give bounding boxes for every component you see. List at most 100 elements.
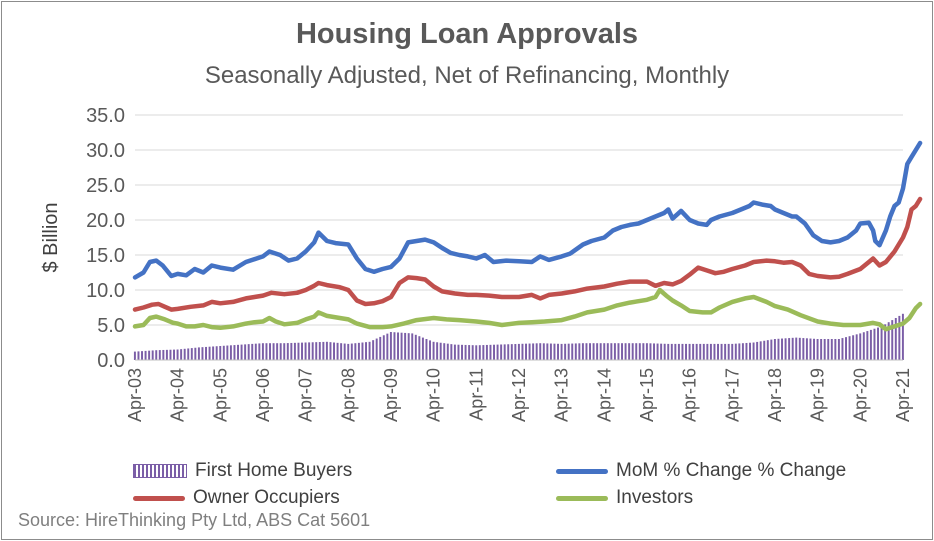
bar-first-home-buyers bbox=[706, 343, 709, 360]
bar-first-home-buyers bbox=[293, 342, 296, 360]
bar-first-home-buyers bbox=[894, 318, 897, 360]
x-tick-label: Apr-21 bbox=[893, 368, 913, 422]
bar-first-home-buyers bbox=[297, 342, 300, 360]
x-tick-label: Apr-12 bbox=[509, 368, 529, 422]
bar-first-home-buyers bbox=[656, 343, 659, 360]
legend-label: First Home Buyers bbox=[195, 460, 353, 481]
y-tick-label: 30.0 bbox=[86, 140, 125, 162]
bar-first-home-buyers bbox=[685, 343, 687, 360]
bar-first-home-buyers bbox=[251, 343, 254, 360]
bar-first-home-buyers bbox=[329, 342, 332, 360]
bar-first-home-buyers bbox=[162, 349, 165, 360]
bar-first-home-buyers bbox=[653, 343, 655, 360]
x-tick-label: Apr-11 bbox=[466, 368, 486, 421]
bar-first-home-buyers bbox=[400, 332, 403, 360]
bar-first-home-buyers bbox=[862, 332, 865, 360]
x-tick-label: Apr-15 bbox=[637, 368, 657, 422]
bar-first-home-buyers bbox=[578, 343, 581, 360]
bar-first-home-buyers bbox=[443, 343, 446, 360]
bar-first-home-buyers bbox=[269, 343, 271, 360]
x-tick-label: Apr-08 bbox=[338, 368, 358, 422]
bar-first-home-buyers bbox=[336, 342, 339, 360]
bar-first-home-buyers bbox=[763, 340, 766, 360]
bar-first-home-buyers bbox=[837, 339, 840, 360]
bar-first-home-buyers bbox=[425, 339, 428, 360]
bar-first-home-buyers bbox=[414, 334, 417, 360]
bar-first-home-buyers bbox=[439, 342, 442, 360]
bar-first-home-buyers bbox=[677, 343, 680, 360]
bar-first-home-buyers bbox=[457, 344, 460, 360]
bar-first-home-buyers bbox=[244, 344, 247, 360]
bar-first-home-buyers bbox=[482, 345, 485, 360]
bar-first-home-buyers bbox=[471, 345, 474, 360]
bar-first-home-buyers bbox=[357, 342, 360, 360]
legend-item-first-home-buyers: First Home Buyers bbox=[133, 460, 352, 482]
bar-first-home-buyers bbox=[628, 343, 631, 360]
bar-first-home-buyers bbox=[286, 343, 289, 360]
bar-first-home-buyers bbox=[617, 343, 620, 360]
bar-first-home-buyers bbox=[254, 343, 257, 360]
bar-first-home-buyers bbox=[642, 343, 645, 360]
bar-first-home-buyers bbox=[272, 343, 275, 360]
bar-first-home-buyers bbox=[517, 343, 520, 360]
bar-first-home-buyers bbox=[802, 338, 805, 360]
bar-first-home-buyers bbox=[820, 339, 823, 360]
bar-first-home-buyers bbox=[670, 343, 673, 360]
bar-first-home-buyers bbox=[315, 342, 318, 360]
bar-first-home-buyers bbox=[535, 343, 538, 360]
bar-first-home-buyers bbox=[567, 343, 570, 360]
bar-first-home-buyers bbox=[649, 343, 652, 360]
x-tick-label: Apr-18 bbox=[765, 368, 785, 422]
bar-first-home-buyers bbox=[325, 341, 328, 360]
legend-swatch-line bbox=[556, 468, 608, 474]
bar-first-home-buyers bbox=[699, 343, 702, 360]
bar-first-home-buyers bbox=[173, 349, 175, 360]
bar-first-home-buyers bbox=[194, 347, 197, 360]
bar-first-home-buyers bbox=[756, 341, 759, 360]
bar-first-home-buyers bbox=[727, 343, 730, 360]
bar-first-home-buyers bbox=[830, 339, 833, 360]
bar-first-home-buyers bbox=[144, 350, 147, 360]
bar-first-home-buyers bbox=[201, 347, 204, 360]
legend-label: MoM % Change % Change bbox=[616, 460, 847, 481]
bar-first-home-buyers bbox=[613, 343, 616, 360]
bar-first-home-buyers bbox=[749, 342, 751, 360]
bar-first-home-buyers bbox=[898, 315, 901, 360]
bar-first-home-buyers bbox=[816, 339, 819, 360]
bar-first-home-buyers bbox=[436, 342, 439, 360]
line-investors bbox=[132, 287, 923, 332]
bar-first-home-buyers bbox=[781, 338, 783, 360]
bar-first-home-buyers bbox=[848, 336, 851, 360]
bar-first-home-buyers bbox=[311, 342, 314, 360]
bar-first-home-buyers bbox=[318, 342, 321, 360]
bar-first-home-buyers bbox=[877, 327, 879, 360]
bar-first-home-buyers bbox=[709, 343, 712, 360]
x-tick-label: Apr-07 bbox=[296, 368, 316, 422]
bar-first-home-buyers bbox=[717, 343, 719, 360]
bar-first-home-buyers bbox=[290, 342, 293, 360]
bar-first-home-buyers bbox=[610, 343, 613, 360]
bar-first-home-buyers bbox=[539, 343, 542, 360]
bar-first-home-buyers bbox=[453, 344, 456, 360]
y-tick-label: 5.0 bbox=[97, 315, 125, 337]
bar-first-home-buyers bbox=[813, 338, 815, 360]
x-tick-label: Apr-09 bbox=[381, 368, 401, 422]
bar-first-home-buyers bbox=[901, 313, 904, 360]
bar-first-home-buyers bbox=[301, 342, 303, 360]
bar-first-home-buyers bbox=[599, 343, 602, 360]
bar-first-home-buyers bbox=[133, 351, 136, 360]
x-tick-label: Apr-03 bbox=[125, 368, 145, 422]
bar-first-home-buyers bbox=[404, 332, 407, 360]
bar-first-home-buyers bbox=[165, 349, 168, 360]
bar-first-home-buyers bbox=[208, 346, 211, 360]
bar-first-home-buyers bbox=[276, 343, 279, 360]
bar-first-home-buyers bbox=[603, 343, 606, 360]
bar-first-home-buyers bbox=[827, 339, 830, 360]
bar-first-home-buyers bbox=[261, 343, 264, 360]
bar-first-home-buyers bbox=[361, 342, 364, 360]
bar-first-home-buyers bbox=[791, 337, 794, 360]
chart-subtitle: Seasonally Adjusted, Net of Refinancing,… bbox=[204, 62, 730, 89]
bar-first-home-buyers bbox=[258, 343, 261, 360]
bar-first-home-buyers bbox=[571, 343, 574, 360]
bar-first-home-buyers bbox=[574, 343, 577, 360]
